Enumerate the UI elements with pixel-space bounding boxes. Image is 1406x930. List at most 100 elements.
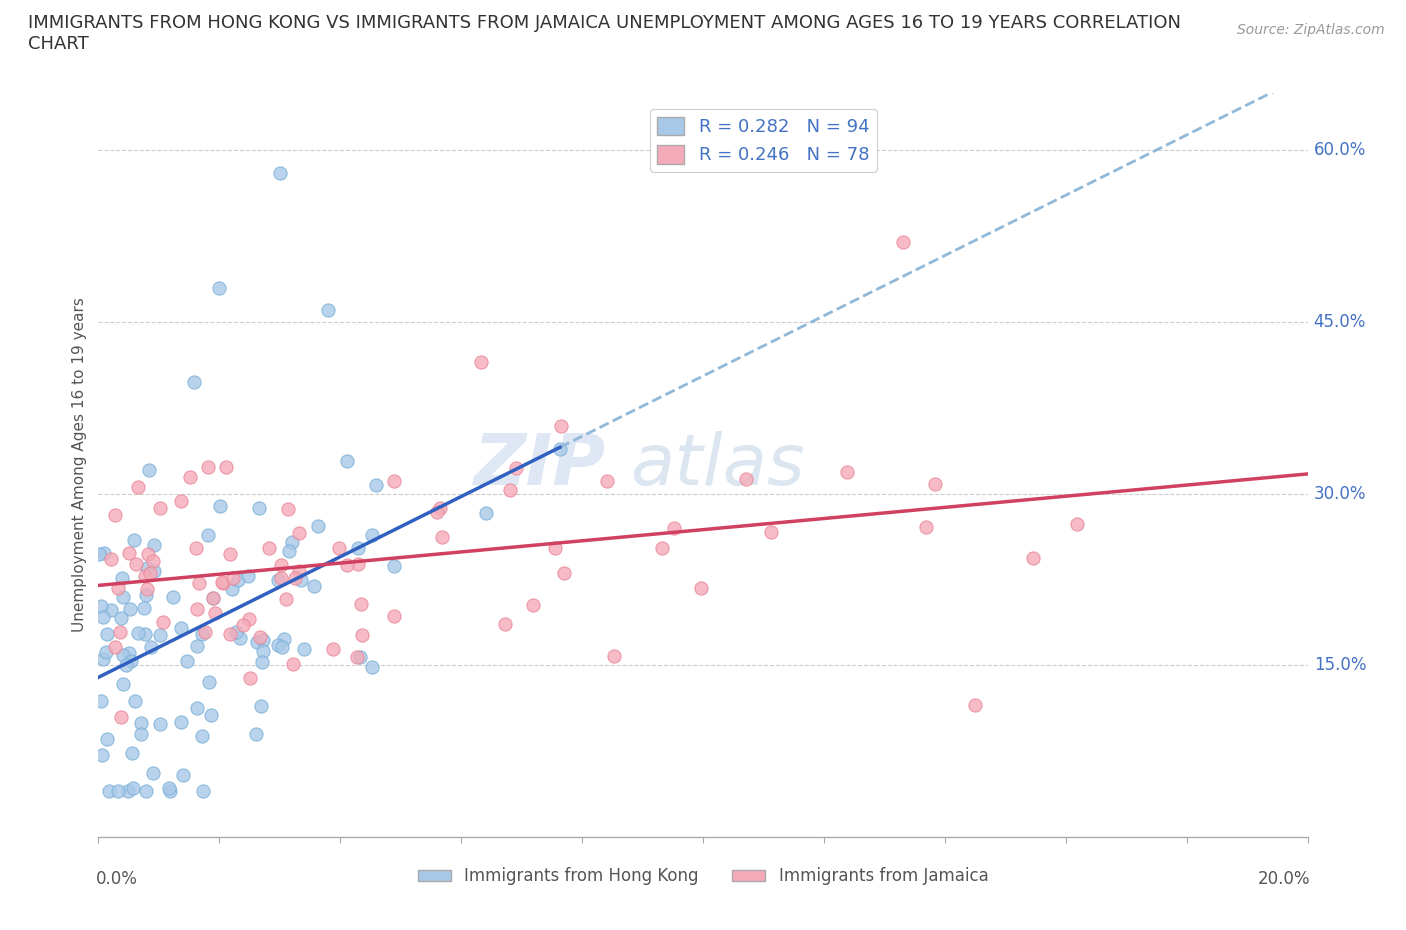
Point	[250, 655, 273, 670]
Point	[891, 234, 914, 249]
Text: IMMIGRANTS FROM HONG KONG VS IMMIGRANTS FROM JAMAICA UNEMPLOYMENT AMONG AGES 16 : IMMIGRANTS FROM HONG KONG VS IMMIGRANTS …	[28, 14, 1181, 53]
Point	[104, 639, 127, 654]
Point	[924, 476, 946, 491]
Point	[226, 572, 249, 587]
Point	[170, 714, 193, 729]
Point	[191, 729, 214, 744]
Point	[596, 473, 619, 488]
Point	[288, 525, 311, 540]
Point	[186, 639, 208, 654]
Text: Source: ZipAtlas.com: Source: ZipAtlas.com	[1237, 23, 1385, 37]
Point	[201, 591, 224, 606]
Point	[117, 645, 139, 660]
Text: 0.0%: 0.0%	[96, 870, 138, 888]
Point	[651, 541, 673, 556]
Point	[322, 642, 344, 657]
Point	[245, 726, 267, 741]
Point	[94, 644, 117, 659]
Point	[197, 527, 219, 542]
Point	[1066, 516, 1088, 531]
Point	[553, 565, 575, 580]
Point	[148, 716, 170, 731]
Point	[360, 527, 382, 542]
Point	[835, 465, 858, 480]
Point	[91, 651, 114, 666]
Point	[350, 627, 373, 642]
Point	[115, 658, 138, 672]
Point	[142, 553, 165, 568]
Point	[550, 418, 572, 433]
Point	[347, 540, 370, 555]
Point	[965, 698, 987, 712]
Point	[364, 477, 387, 492]
Point	[98, 784, 121, 799]
Point	[915, 519, 938, 534]
Point	[193, 784, 215, 799]
Point	[522, 597, 544, 612]
Point	[188, 576, 211, 591]
Text: 30.0%: 30.0%	[1313, 485, 1367, 502]
Point	[212, 576, 235, 591]
Point	[124, 533, 146, 548]
Point	[176, 654, 198, 669]
Point	[267, 573, 290, 588]
Point	[270, 557, 292, 572]
Point	[277, 502, 299, 517]
Point	[267, 637, 290, 652]
Point	[247, 500, 270, 515]
Point	[107, 580, 129, 595]
Point	[204, 605, 226, 620]
Point	[149, 501, 172, 516]
Point	[170, 621, 193, 636]
Point	[152, 615, 174, 630]
Point	[191, 627, 214, 642]
Point	[107, 784, 129, 799]
Point	[129, 716, 152, 731]
Point	[135, 587, 157, 602]
Point	[111, 647, 134, 662]
Point	[273, 631, 295, 646]
Point	[232, 618, 254, 633]
Text: ZIP: ZIP	[474, 431, 606, 499]
Point	[162, 589, 184, 604]
Point	[304, 578, 326, 593]
Point	[336, 453, 359, 468]
Point	[100, 603, 122, 618]
Point	[124, 694, 146, 709]
Point	[238, 612, 260, 627]
Text: 20.0%: 20.0%	[1257, 870, 1310, 888]
Point	[349, 650, 371, 665]
Point	[96, 732, 118, 747]
Point	[110, 624, 132, 639]
Point	[122, 780, 145, 795]
Point	[505, 461, 527, 476]
Point	[208, 280, 231, 295]
Y-axis label: Unemployment Among Ages 16 to 19 years: Unemployment Among Ages 16 to 19 years	[72, 298, 87, 632]
Point	[270, 571, 292, 586]
Point	[117, 784, 139, 799]
Point	[544, 540, 567, 555]
Point	[281, 535, 304, 550]
Point	[276, 591, 298, 606]
Text: 45.0%: 45.0%	[1313, 312, 1367, 331]
Point	[118, 545, 141, 560]
Point	[475, 505, 498, 520]
Point	[141, 640, 163, 655]
Point	[336, 558, 359, 573]
Point	[1021, 551, 1043, 565]
Point	[120, 602, 142, 617]
Point	[283, 571, 305, 586]
Point	[142, 564, 165, 578]
Point	[349, 596, 371, 611]
Point	[90, 598, 112, 613]
Point	[129, 726, 152, 741]
Point	[229, 631, 252, 645]
Point	[662, 521, 685, 536]
Point	[186, 700, 208, 715]
Point	[548, 442, 571, 457]
Point	[219, 627, 242, 642]
Point	[494, 617, 516, 631]
Point	[90, 693, 112, 708]
Point	[269, 166, 291, 180]
Point	[202, 591, 225, 605]
